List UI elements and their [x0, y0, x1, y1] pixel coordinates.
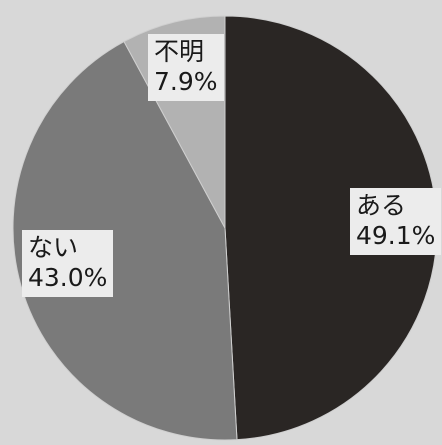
slice-label-nai-name: ない: [28, 233, 79, 262]
slice-label-aru: ある 49.1%: [350, 188, 442, 255]
slice-label-fumei-value: 7.9%: [154, 67, 218, 96]
slice-label-fumei: 不明 7.9%: [148, 34, 224, 101]
slice-label-nai-value: 43.0%: [28, 263, 108, 292]
slice-label-fumei-name: 不明: [154, 37, 205, 66]
pie-slice-nai: [12, 40, 238, 441]
slice-label-nai: ない 43.0%: [22, 230, 114, 297]
slice-label-aru-value: 49.1%: [356, 221, 436, 250]
slice-label-aru-name: ある: [356, 191, 407, 220]
